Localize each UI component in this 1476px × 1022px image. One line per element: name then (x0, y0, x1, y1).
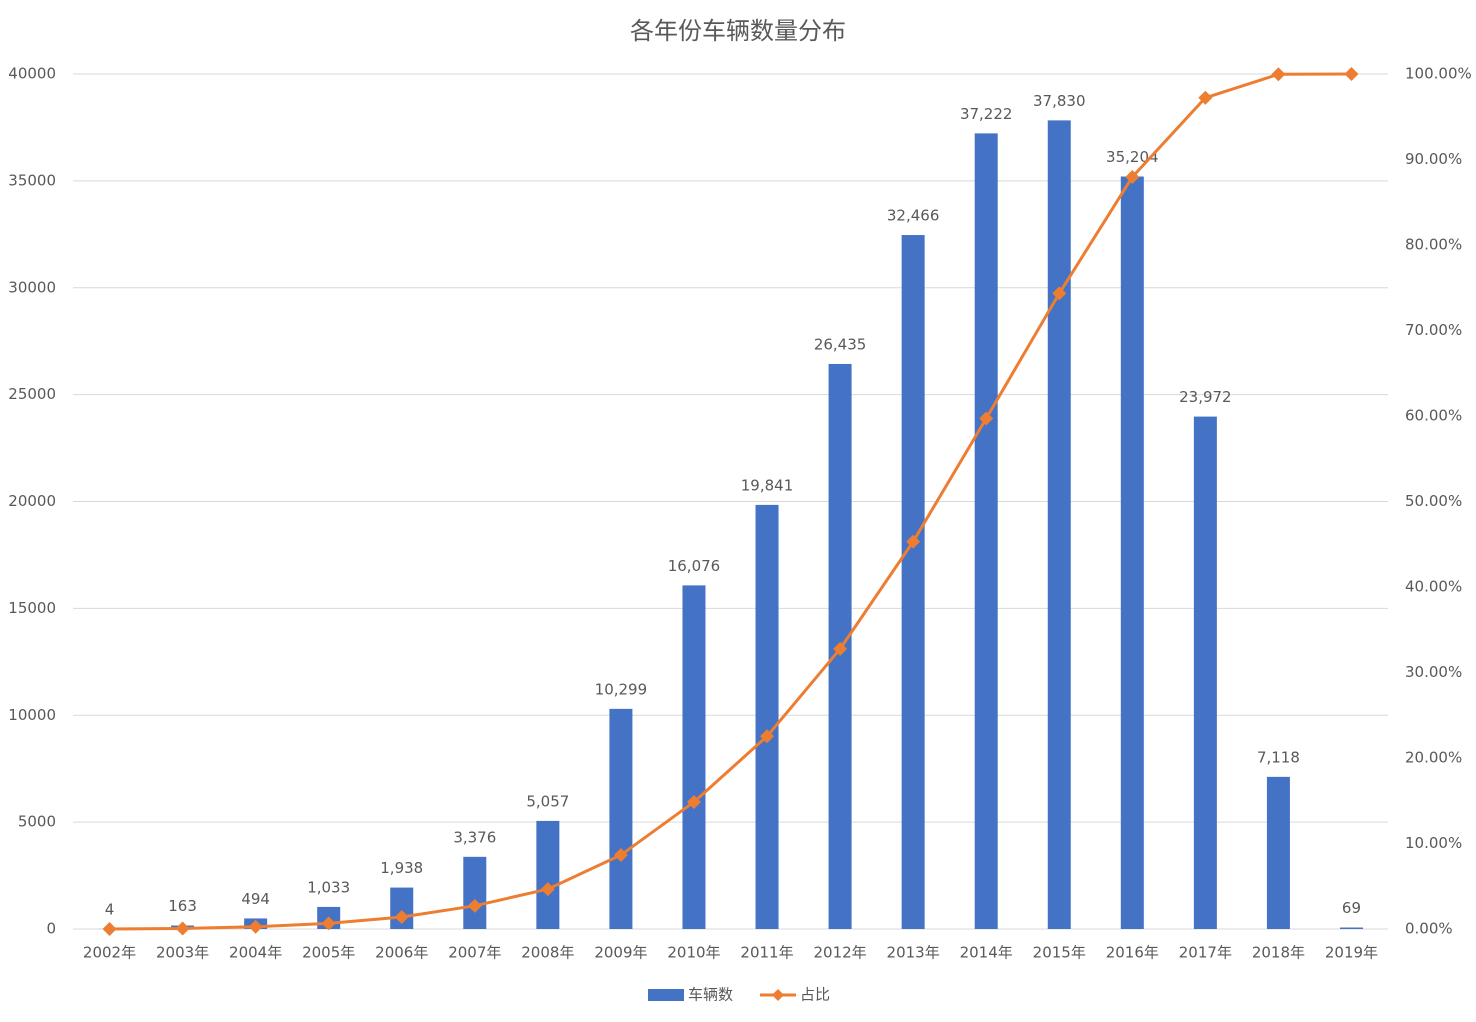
x-tick-label: 2007年 (448, 944, 501, 962)
bar (1193, 416, 1217, 929)
bar (463, 856, 487, 929)
bar (974, 133, 998, 929)
bar (1047, 120, 1071, 930)
line-marker (1052, 286, 1067, 301)
x-tick-label: 2003年 (156, 944, 209, 962)
y2-tick-label: 80.00% (1405, 236, 1462, 254)
data-label: 19,841 (741, 476, 794, 494)
y-tick-label: 30000 (8, 278, 56, 296)
data-label: 1,033 (307, 878, 350, 896)
y2-tick-label: 60.00% (1405, 407, 1462, 425)
data-label: 69 (1342, 899, 1361, 917)
data-label: 32,466 (887, 207, 940, 225)
data-label: 10,299 (595, 680, 648, 698)
line-marker (175, 921, 190, 936)
data-label: 26,435 (814, 335, 867, 353)
line (109, 72, 1352, 931)
y-tick-label: 35000 (8, 171, 56, 189)
y2-tick-label: 0.00% (1405, 920, 1453, 938)
chart-title: 各年份车辆数量分布 (630, 17, 846, 45)
line-marker (248, 919, 263, 934)
y2-tick-label: 100.00% (1405, 65, 1472, 83)
data-label: 5,057 (526, 792, 569, 810)
data-label: 37,222 (960, 105, 1013, 123)
x-tick-label: 2009年 (594, 944, 647, 962)
x-tick-label: 2011年 (740, 944, 793, 962)
x-tick-label: 2005年 (302, 944, 355, 962)
line-marker (833, 641, 848, 656)
line-marker (760, 729, 775, 744)
line-marker (1198, 90, 1213, 105)
x-tick-label: 2008年 (521, 944, 574, 962)
line-marker (979, 411, 994, 426)
legend-swatch-marker (772, 989, 784, 1001)
bar (609, 708, 633, 929)
x-tick-label: 2017年 (1179, 944, 1232, 962)
data-label: 4 (105, 900, 115, 918)
bar (1120, 176, 1144, 929)
bar (1339, 927, 1363, 929)
bar (901, 235, 925, 929)
y-tick-label: 15000 (8, 599, 56, 617)
y-tick-label: 25000 (8, 385, 56, 403)
y2-tick-label: 50.00% (1405, 492, 1462, 510)
line-marker (394, 910, 409, 925)
data-label: 23,972 (1179, 388, 1232, 406)
x-tick-label: 2013年 (887, 944, 940, 962)
x-tick-label: 2010年 (667, 944, 720, 962)
bar (682, 585, 706, 929)
line-marker (1125, 170, 1140, 185)
x-tick-label: 2016年 (1106, 944, 1159, 962)
line-marker (613, 848, 628, 863)
line-marker (1344, 67, 1359, 81)
x-tick-label: 2012年 (813, 944, 866, 962)
x-tick-label: 2006年 (375, 944, 428, 962)
data-label: 37,830 (1033, 92, 1086, 110)
bar (1266, 776, 1290, 929)
line-marker (540, 882, 555, 897)
legend-label: 占比 (800, 986, 830, 1004)
y-tick-label: 10000 (8, 706, 56, 724)
bar (755, 504, 779, 929)
legend-label: 车辆数 (688, 986, 733, 1004)
data-label: 7,118 (1257, 748, 1300, 766)
line-marker (906, 534, 921, 549)
legend-swatch (648, 989, 684, 1001)
data-label: 1,938 (380, 859, 423, 877)
bar (536, 820, 560, 929)
x-tick-label: 2019年 (1325, 944, 1378, 962)
y-tick-label: 0 (46, 920, 56, 938)
data-label: 163 (168, 897, 197, 915)
x-tick-label: 2015年 (1033, 944, 1086, 962)
line-marker (321, 916, 336, 931)
y-tick-label: 40000 (8, 65, 56, 83)
x-tick-label: 2018年 (1252, 944, 1305, 962)
line-marker (686, 794, 701, 809)
data-label: 494 (241, 890, 270, 908)
x-tick-label: 2004年 (229, 944, 282, 962)
y2-tick-label: 10.00% (1405, 834, 1462, 852)
y2-tick-label: 40.00% (1405, 578, 1462, 596)
line-marker (102, 922, 117, 936)
y-tick-label: 5000 (18, 813, 56, 831)
y2-tick-label: 90.00% (1405, 150, 1462, 168)
line-marker (1271, 67, 1286, 82)
data-label: 16,076 (668, 557, 721, 575)
y-tick-label: 20000 (8, 492, 56, 510)
x-tick-label: 2002年 (83, 944, 136, 962)
line-marker (467, 898, 482, 913)
data-label: 3,376 (453, 828, 496, 846)
y2-tick-label: 70.00% (1405, 321, 1462, 339)
y2-tick-label: 20.00% (1405, 749, 1462, 767)
y2-tick-label: 30.00% (1405, 663, 1462, 681)
x-tick-label: 2014年 (960, 944, 1013, 962)
